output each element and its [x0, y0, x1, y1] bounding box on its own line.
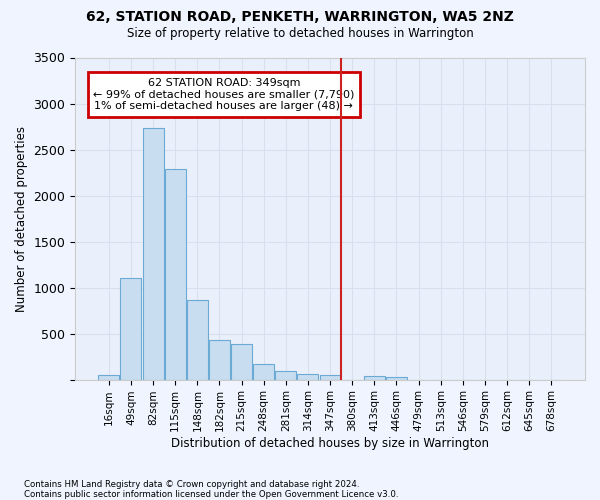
Text: Size of property relative to detached houses in Warrington: Size of property relative to detached ho…: [127, 28, 473, 40]
Text: 62, STATION ROAD, PENKETH, WARRINGTON, WA5 2NZ: 62, STATION ROAD, PENKETH, WARRINGTON, W…: [86, 10, 514, 24]
Bar: [253, 364, 274, 380]
Bar: [164, 169, 186, 380]
Bar: [298, 374, 319, 380]
Bar: [364, 376, 385, 380]
Text: Contains HM Land Registry data © Crown copyright and database right 2024.: Contains HM Land Registry data © Crown c…: [24, 480, 359, 489]
Bar: [209, 340, 230, 380]
X-axis label: Distribution of detached houses by size in Warrington: Distribution of detached houses by size …: [171, 437, 489, 450]
Bar: [187, 300, 208, 380]
Bar: [320, 374, 341, 380]
Bar: [143, 128, 164, 380]
Text: Contains public sector information licensed under the Open Government Licence v3: Contains public sector information licen…: [24, 490, 398, 499]
Bar: [98, 374, 119, 380]
Text: 62 STATION ROAD: 349sqm
← 99% of detached houses are smaller (7,790)
1% of semi-: 62 STATION ROAD: 349sqm ← 99% of detache…: [93, 78, 355, 111]
Bar: [386, 378, 407, 380]
Bar: [121, 278, 142, 380]
Bar: [275, 371, 296, 380]
Y-axis label: Number of detached properties: Number of detached properties: [15, 126, 28, 312]
Bar: [231, 344, 252, 380]
